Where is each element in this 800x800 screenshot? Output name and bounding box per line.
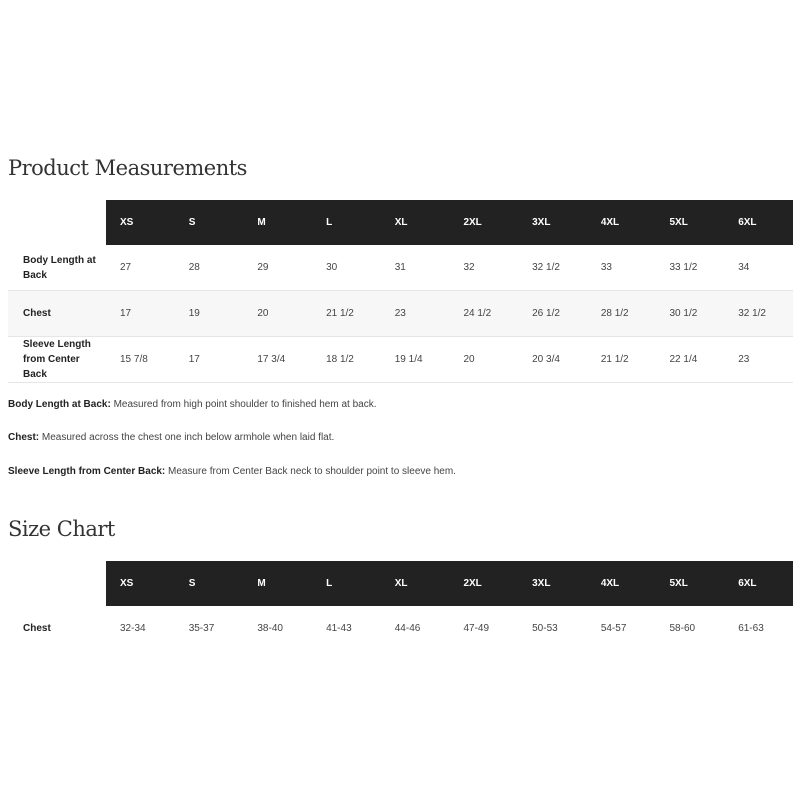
size-header: L <box>312 200 381 245</box>
size-header: XS <box>106 200 175 245</box>
note-body-length: Body Length at Back: Measured from high … <box>8 399 377 410</box>
table-cell: 32 <box>449 245 519 291</box>
table-cell: 61-63 <box>738 623 764 634</box>
note-term: Sleeve Length from Center Back: <box>8 466 166 477</box>
table-cell: 18 1/2 <box>312 336 381 383</box>
note-term: Chest: <box>8 432 40 443</box>
size-header: XL <box>380 200 450 245</box>
table-cell: 34 <box>724 245 793 291</box>
table-cell: 58-60 <box>669 623 696 634</box>
size-header: 6XL <box>724 561 793 606</box>
table-cell: 27 <box>106 245 175 291</box>
note-text: Measured from high point shoulder to fin… <box>110 399 377 410</box>
table-cell: 22 1/4 <box>655 336 725 383</box>
table-cell: 28 1/2 <box>586 290 656 337</box>
table-cell: 30 <box>312 245 381 291</box>
table-cell: 50-53 <box>532 623 558 634</box>
table-cell: 21 1/2 <box>312 290 381 337</box>
size-header: 5XL <box>655 561 725 606</box>
header-blank <box>8 200 106 245</box>
table-cell: 21 1/2 <box>586 336 656 383</box>
table-cell: 17 <box>174 336 244 383</box>
table-cell: 54-57 <box>600 623 627 634</box>
note-text: Measured across the chest one inch below… <box>39 432 335 443</box>
table-cell: 20 <box>449 336 519 383</box>
table-cell: 17 <box>106 290 175 337</box>
table-row: Chest 32-34 35-37 38-40 41-43 44-46 47-49 50-53… <box>8 606 793 651</box>
table-cell: 29 <box>243 245 313 291</box>
table-row: Chest 17 19 20 21 1/2 23 24 1/2 26 1/2 28 1/2 30 … <box>8 290 793 337</box>
size-header: 3XL <box>518 200 587 245</box>
table-cell: 20 <box>243 290 313 337</box>
size-header: S <box>174 200 244 245</box>
row-label: Body Length at Back <box>8 245 106 291</box>
size-header: 2XL <box>449 200 519 245</box>
table-cell: 32 1/2 <box>724 290 793 337</box>
size-header: 4XL <box>586 561 656 606</box>
row-label: Chest <box>23 623 51 634</box>
size-header: XL <box>380 561 450 606</box>
table-row: Sleeve Length from Center Back 15 7/8 17 17… <box>8 336 793 383</box>
note-text: Measure from Center Back neck to shoulde… <box>165 466 456 477</box>
table-cell: 32 1/2 <box>518 245 587 291</box>
size-header: 3XL <box>518 561 587 606</box>
size-header: XS <box>106 561 175 606</box>
table-cell: 24 1/2 <box>449 290 519 337</box>
table-cell: 19 <box>174 290 244 337</box>
table-row: Body Length at Back 27 28 29 30 31 32 32 1/2 33 3… <box>8 245 793 291</box>
row-label: Chest <box>8 290 106 337</box>
table-cell: 15 7/8 <box>106 336 175 383</box>
table-cell: 35-37 <box>188 623 215 634</box>
table-cell: 31 <box>380 245 450 291</box>
table-cell: 23 <box>724 336 793 383</box>
table-cell: 33 1/2 <box>655 245 725 291</box>
size-header: 2XL <box>449 561 519 606</box>
size-header: 4XL <box>586 200 656 245</box>
table-cell: 41-43 <box>326 623 352 634</box>
note-sleeve-length: Sleeve Length from Center Back: Measure … <box>8 466 456 477</box>
table-cell: 20 3/4 <box>518 336 587 383</box>
table-cell: 30 1/2 <box>655 290 725 337</box>
size-chart-table: XS S M L XL 2XL 3XL 4XL 5XL 6XL Chest 32-34 35-37 38… <box>8 561 793 651</box>
table-cell: 44-46 <box>394 623 421 634</box>
table-cell: 23 <box>380 290 450 337</box>
size-header: M <box>243 200 313 245</box>
header-blank <box>8 561 106 606</box>
size-header: S <box>174 561 244 606</box>
table-cell: 47-49 <box>463 623 490 634</box>
size-header: 6XL <box>724 200 793 245</box>
table-cell: 38-40 <box>257 623 283 634</box>
note-chest: Chest: Measured across the chest one inc… <box>8 432 334 443</box>
note-term: Body Length at Back: <box>8 399 111 410</box>
table-cell: 17 3/4 <box>243 336 313 383</box>
table-cell: 26 1/2 <box>518 290 587 337</box>
size-header: 5XL <box>655 200 725 245</box>
table-cell: 32-34 <box>120 623 146 634</box>
size-chart-title: Size Chart <box>8 517 115 541</box>
size-header: M <box>243 561 313 606</box>
row-label: Sleeve Length from Center Back <box>8 336 106 383</box>
page-title: Product Measurements <box>8 156 247 180</box>
measurements-table: XS S M L XL 2XL 3XL 4XL 5XL 6XL Body Length at Ba… <box>8 200 793 383</box>
table-cell: 33 <box>586 245 656 291</box>
size-header: L <box>312 561 381 606</box>
table-cell: 28 <box>174 245 244 291</box>
table-cell: 19 1/4 <box>380 336 450 383</box>
